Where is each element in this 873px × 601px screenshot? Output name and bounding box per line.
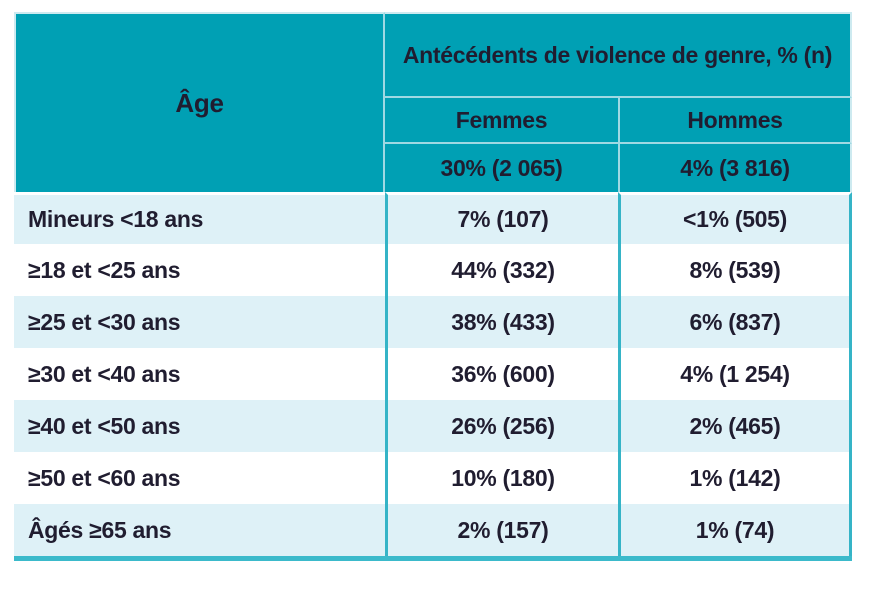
group-header: Antécédents de violence de genre, % (n) bbox=[385, 12, 852, 98]
femmes-cell: 10% (180) bbox=[385, 452, 618, 504]
age-cell: Mineurs <18 ans bbox=[14, 192, 385, 244]
gender-violence-age-table: Âge Antécédents de violence de genre, % … bbox=[14, 12, 852, 561]
hommes-column-header: Hommes bbox=[618, 98, 852, 144]
age-cell: ≥30 et <40 ans bbox=[14, 348, 385, 400]
femmes-cell: 44% (332) bbox=[385, 244, 618, 296]
age-cell: ≥25 et <30 ans bbox=[14, 296, 385, 348]
table-body: Mineurs <18 ans 7% (107) <1% (505) ≥18 et <… bbox=[14, 192, 852, 556]
data-table: Âge Antécédents de violence de genre, % … bbox=[14, 12, 852, 556]
hommes-cell: <1% (505) bbox=[618, 192, 852, 244]
femmes-cell: 38% (433) bbox=[385, 296, 618, 348]
age-cell: Âgés ≥65 ans bbox=[14, 504, 385, 556]
table-row: ≥18 et <25 ans 44% (332) 8% (539) bbox=[14, 244, 852, 296]
femmes-total-value: 30% (2 065) bbox=[385, 144, 618, 192]
hommes-cell: 2% (465) bbox=[618, 400, 852, 452]
table-header: Âge Antécédents de violence de genre, % … bbox=[14, 12, 852, 192]
age-cell: ≥50 et <60 ans bbox=[14, 452, 385, 504]
table-row: Âgés ≥65 ans 2% (157) 1% (74) bbox=[14, 504, 852, 556]
table-row: Mineurs <18 ans 7% (107) <1% (505) bbox=[14, 192, 852, 244]
table-row: ≥40 et <50 ans 26% (256) 2% (465) bbox=[14, 400, 852, 452]
age-cell: ≥40 et <50 ans bbox=[14, 400, 385, 452]
table-row: ≥25 et <30 ans 38% (433) 6% (837) bbox=[14, 296, 852, 348]
femmes-cell: 7% (107) bbox=[385, 192, 618, 244]
table-row: ≥30 et <40 ans 36% (600) 4% (1 254) bbox=[14, 348, 852, 400]
age-cell: ≥18 et <25 ans bbox=[14, 244, 385, 296]
hommes-cell: 8% (539) bbox=[618, 244, 852, 296]
table-bottom-rule bbox=[14, 556, 852, 561]
hommes-cell: 4% (1 254) bbox=[618, 348, 852, 400]
femmes-cell: 36% (600) bbox=[385, 348, 618, 400]
age-column-header: Âge bbox=[14, 12, 385, 192]
table-row: ≥50 et <60 ans 10% (180) 1% (142) bbox=[14, 452, 852, 504]
femmes-cell: 2% (157) bbox=[385, 504, 618, 556]
femmes-cell: 26% (256) bbox=[385, 400, 618, 452]
hommes-total-value: 4% (3 816) bbox=[618, 144, 852, 192]
hommes-cell: 6% (837) bbox=[618, 296, 852, 348]
hommes-cell: 1% (142) bbox=[618, 452, 852, 504]
femmes-column-header: Femmes bbox=[385, 98, 618, 144]
hommes-cell: 1% (74) bbox=[618, 504, 852, 556]
